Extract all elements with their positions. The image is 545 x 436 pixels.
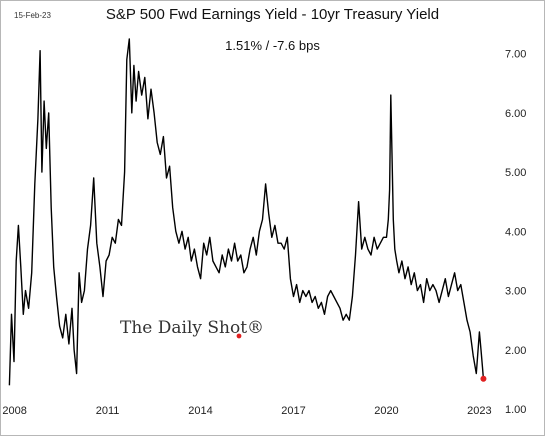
plot-area [8, 38, 487, 386]
date-stamp: 15-Feb-23 [14, 11, 51, 20]
y-axis: 1.00 2.00 3.00 4.00 5.00 6.00 7.00 [505, 49, 526, 416]
x-tick-label: 2014 [188, 405, 212, 417]
x-tick-label: 2023 [467, 405, 491, 417]
chart-title: S&P 500 Fwd Earnings Yield - 10yr Treasu… [105, 6, 440, 23]
x-tick-label: 2017 [281, 405, 305, 417]
y-tick-label: 6.00 [505, 108, 526, 120]
y-tick-label: 4.00 [505, 226, 526, 238]
x-axis: 2008 2011 2014 2017 2020 2023 [2, 405, 491, 417]
y-tick-label: 2.00 [505, 345, 526, 357]
y-tick-label: 5.00 [505, 167, 526, 179]
x-tick-label: 2020 [374, 405, 398, 417]
y-tick-label: 1.00 [505, 404, 526, 416]
y-tick-label: 3.00 [505, 286, 526, 298]
watermark: The Daily Shot® [120, 318, 264, 338]
watermark-dot [236, 333, 242, 339]
endpoint-marker [480, 375, 487, 382]
y-tick-label: 7.00 [505, 49, 526, 61]
chart-subtitle: 1.51% / -7.6 bps [225, 38, 320, 53]
x-tick-label: 2011 [96, 405, 120, 417]
series-line-0 [8, 38, 485, 386]
x-tick-label: 2008 [2, 405, 26, 417]
